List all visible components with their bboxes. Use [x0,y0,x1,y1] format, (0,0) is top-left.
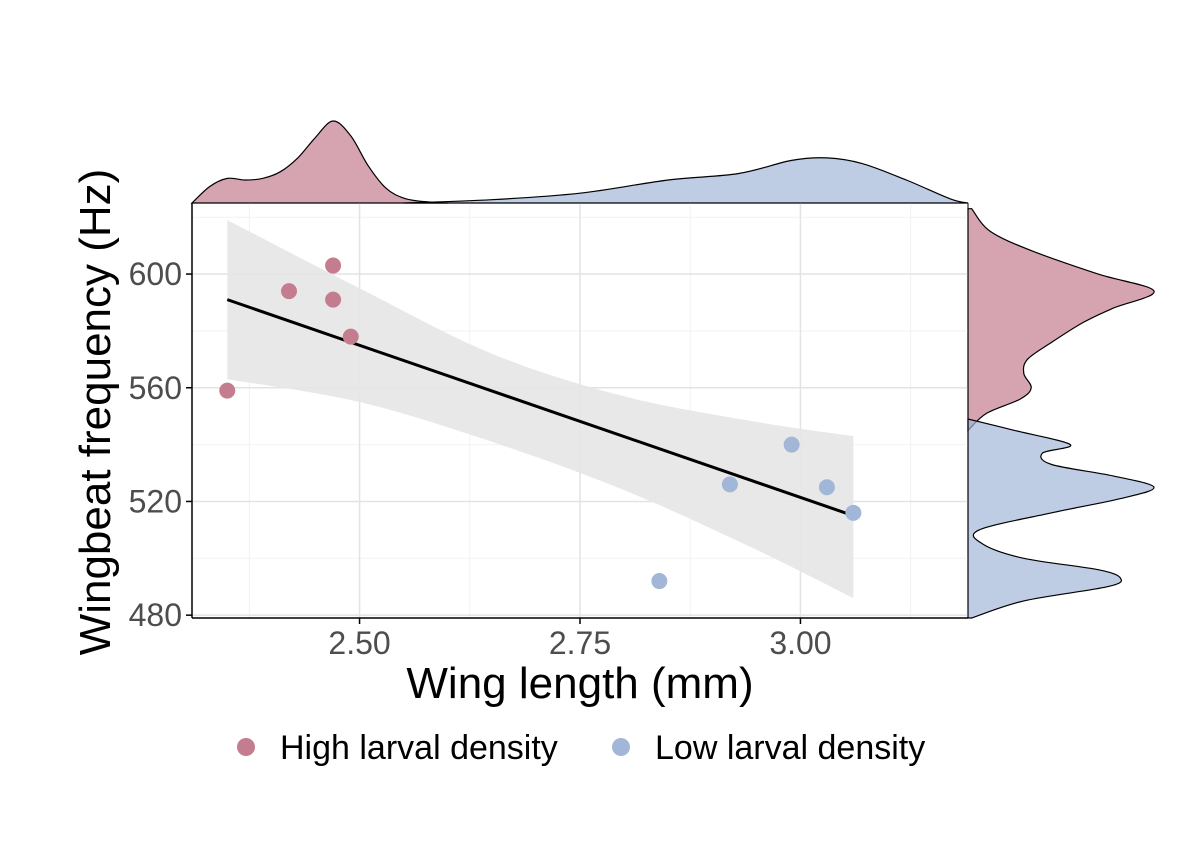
top-density-low [403,157,969,204]
point-high-3 [325,291,342,308]
tick-labels: 2.50 2.75 3.00 480 520 560 600 [129,256,832,661]
data-points [219,257,862,590]
point-low-1 [721,476,738,493]
point-high-2 [325,257,342,274]
x-tick-label-0: 2.50 [328,625,390,661]
right-marginal-density [967,208,1155,619]
right-density-low [967,418,1155,619]
legend-label-high: High larval density [280,729,558,767]
point-low-3 [818,479,835,496]
legend-marker-low [612,738,630,756]
point-low-0 [651,573,668,590]
point-low-2 [783,436,800,453]
legend-label-low: Low larval density [655,729,925,767]
regression-line [226,298,854,518]
legend: High larval density Low larval density [237,729,925,767]
axes [186,202,969,624]
point-high-1 [281,283,297,300]
y-tick-label-0: 480 [129,597,182,633]
top-marginal-density [190,120,969,204]
right-density-high [967,208,1155,432]
y-tick-label-2: 560 [129,370,182,406]
y-axis-title: Wingbeat frequency (Hz) [71,169,120,656]
legend-marker-high [237,738,255,756]
x-tick-label-2: 3.00 [769,625,831,661]
y-tick-label-1: 520 [129,483,182,519]
point-high-4 [342,328,359,345]
x-axis-title: Wing length (mm) [406,659,753,708]
regression-line-group [226,298,854,518]
point-low-4 [845,504,862,521]
y-tick-label-3: 600 [129,256,182,292]
point-high-0 [219,382,236,399]
top-density-high [190,120,448,204]
x-tick-label-1: 2.75 [549,625,611,661]
